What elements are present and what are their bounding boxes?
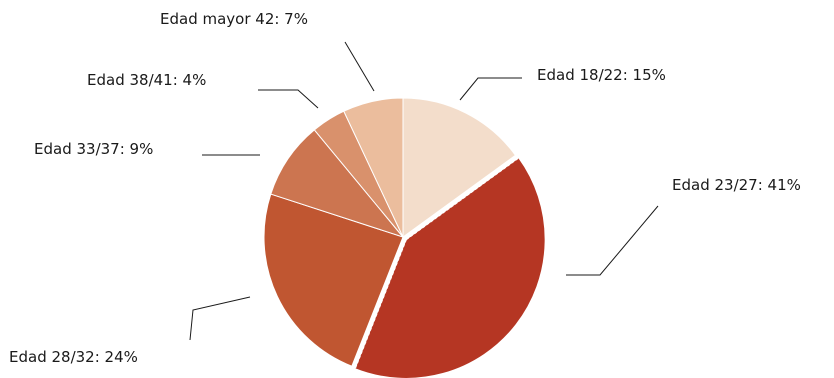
slice-label-18-22: Edad 18/22: 15% bbox=[537, 66, 666, 84]
pie-slice-edad-18-22 bbox=[402, 97, 517, 238]
leader-line-1 bbox=[566, 205, 659, 276]
slice-label-38-41: Edad 38/41: 4% bbox=[87, 71, 206, 89]
leader-line-4 bbox=[258, 89, 319, 109]
pie-slice-edad-23-27 bbox=[354, 157, 546, 378]
pie-slice-edad-mayor-42 bbox=[343, 97, 404, 238]
exploded-slice-edge-1 bbox=[354, 239, 407, 369]
slice-label-23-27: Edad 23/27: 41% bbox=[672, 176, 801, 194]
leader-line-5 bbox=[344, 41, 375, 92]
pie-slices bbox=[263, 97, 546, 378]
exploded-slice-edge-0 bbox=[405, 157, 520, 241]
slice-labels: Edad 18/22: 15% Edad 23/27: 41% Edad 28/… bbox=[9, 10, 801, 366]
leader-line-2 bbox=[189, 296, 251, 341]
slice-label-33-37: Edad 33/37: 9% bbox=[34, 140, 153, 158]
slice-label-28-32: Edad 28/32: 24% bbox=[9, 348, 138, 366]
pie-slice-edad-28-32 bbox=[263, 193, 404, 367]
slice-label-mayor-42: Edad mayor 42: 7% bbox=[160, 10, 308, 28]
pie-slice-edad-33-37 bbox=[270, 129, 405, 239]
leader-lines bbox=[189, 41, 659, 341]
leader-line-0 bbox=[459, 77, 522, 101]
